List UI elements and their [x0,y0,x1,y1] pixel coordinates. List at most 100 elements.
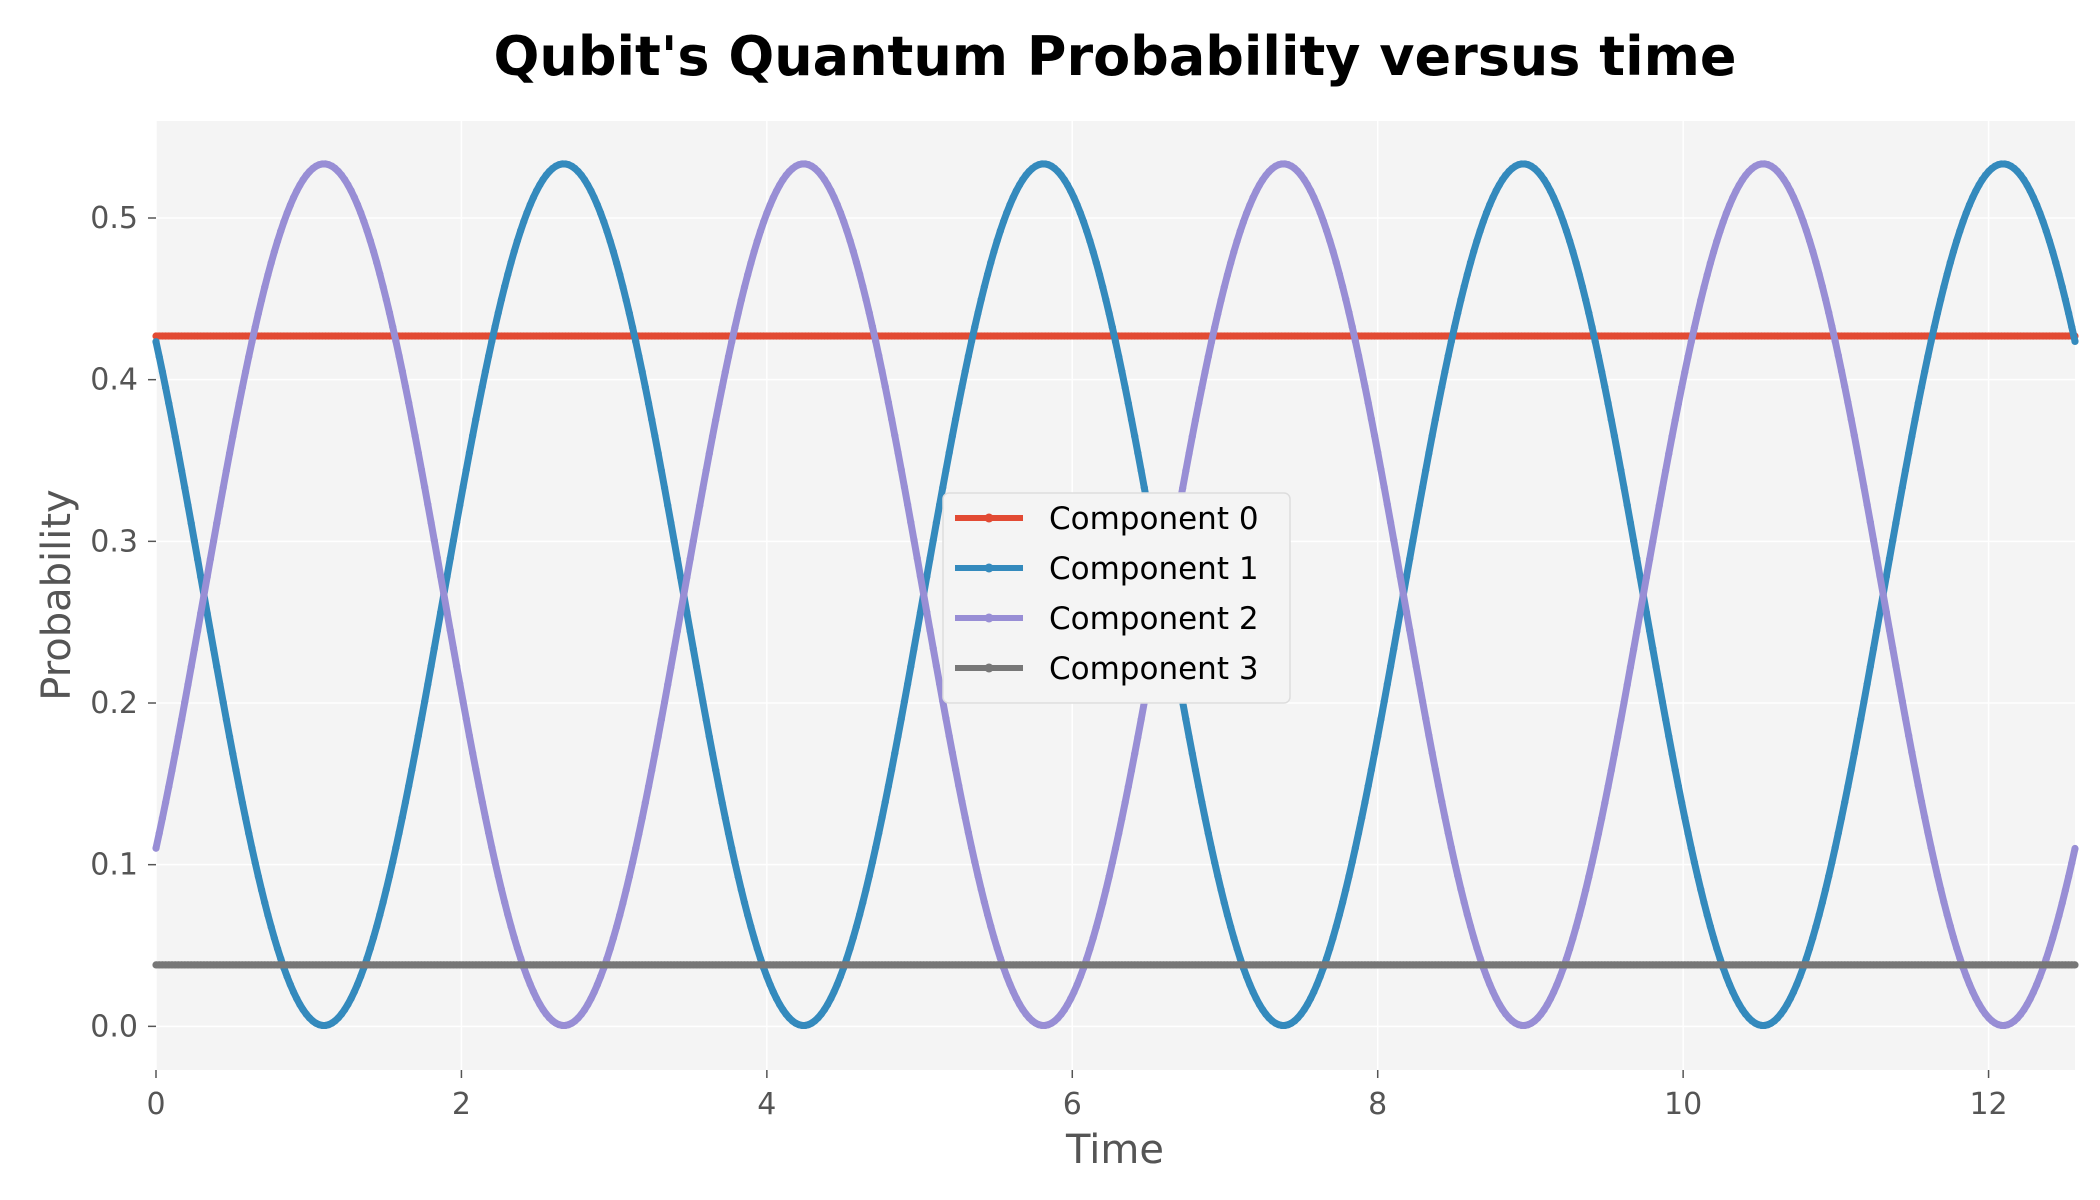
data-point [2068,859,2076,867]
data-point [465,449,474,457]
data-point [1207,338,1216,346]
data-point [830,988,838,996]
data-point [446,554,454,562]
data-point [718,383,726,392]
data-point [1821,295,1830,303]
data-point [593,981,601,989]
data-point [1796,972,1804,981]
data-point [424,501,432,509]
data-point [1009,988,1017,996]
data-point [1789,988,1798,996]
data-point [529,193,538,202]
data-point [1134,733,1142,741]
data-point [1786,187,1794,195]
data-point [385,872,394,880]
data-point [1911,415,1919,424]
data-point [241,814,250,822]
data-point [1409,537,1417,545]
data-point [1898,483,1906,492]
x-axis-label: Time [1065,1127,1164,1173]
data-point [699,698,707,706]
data-point [197,573,205,581]
data-point [171,750,179,758]
data-point [517,954,525,962]
data-point [1953,237,1961,245]
data-point [1649,645,1657,653]
data-point [363,954,371,962]
data-point [1495,181,1503,189]
data-point [1911,765,1919,773]
data-point [2042,955,2050,963]
data-point [1351,337,1359,345]
series-layer [152,160,2079,1030]
data-point [206,627,214,635]
data-point [1236,227,1244,235]
data-point [414,732,422,740]
data-point [232,766,240,774]
data-point [1348,323,1356,331]
data-point [1073,981,1081,989]
data-point [1351,844,1359,852]
data-point [1489,193,1497,202]
data-point [193,627,202,635]
data-point [1700,898,1708,907]
data-point [1393,554,1401,562]
data-point [1086,945,1094,953]
data-point [1220,899,1228,907]
data-point [1217,886,1225,894]
data-point [526,201,534,209]
data-point [376,911,384,919]
data-point [974,309,982,317]
data-point [1556,209,1564,217]
data-point [241,368,250,376]
data-point [344,181,352,189]
data-point [1482,972,1491,980]
data-point [1415,501,1423,509]
data-point [2036,973,2044,981]
data-point [494,309,502,317]
data-point [1367,415,1375,423]
data-point [1313,980,1321,989]
data-point [1876,572,1884,580]
data-point [951,765,960,774]
data-point [245,829,253,837]
data-point [229,432,237,441]
data-point [1377,715,1385,723]
data-point [1853,448,1862,456]
data-point [776,181,784,189]
data-point [868,858,877,866]
data-point [2042,227,2050,235]
data-point [1466,259,1475,267]
data-point [433,554,442,562]
data-point [881,383,889,391]
data-point [996,227,1004,235]
data-point [1690,858,1698,866]
data-point [1540,1006,1548,1014]
data-point [1914,399,1922,407]
data-point [1009,193,1017,202]
data-point [1869,645,1878,653]
data-point [907,662,915,670]
data-point [1492,994,1500,1002]
data-point [1003,972,1011,980]
data-point [891,432,899,440]
data-point [1953,944,1961,952]
data-point [859,282,867,291]
data-point [296,181,304,189]
data-point [1946,259,1954,267]
data-point [1015,1000,1024,1008]
data-point [1438,383,1446,391]
data-point [1233,237,1241,245]
data-point [1562,227,1571,235]
data-point [1063,1001,1072,1009]
data-point [888,766,896,774]
data-point [756,954,765,963]
data-point [254,872,262,881]
data-point [1089,934,1097,942]
x-axis-ticks: 0 2 4 6 8 10 12 [146,1070,2008,1122]
data-point [273,945,282,953]
data-point [1601,799,1609,807]
data-point [174,733,182,741]
data-point [1137,466,1145,474]
data-point [481,367,490,375]
